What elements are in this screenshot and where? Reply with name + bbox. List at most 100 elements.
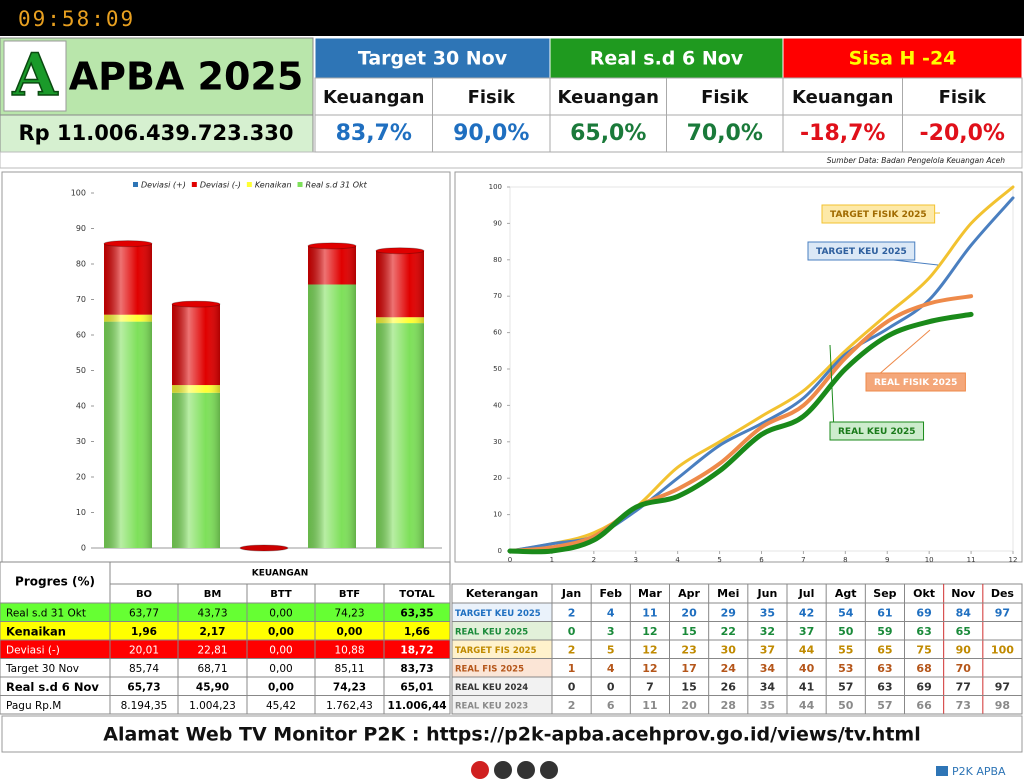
cell-value: 17 — [681, 662, 696, 675]
x-tick-label: 3 — [634, 556, 638, 564]
bar-shine — [376, 317, 424, 324]
column-header: Jan — [561, 587, 581, 600]
x-tick-label: 7 — [801, 556, 805, 564]
row-label: REAL KEU 2023 — [455, 701, 528, 711]
page-dot[interactable] — [517, 761, 535, 779]
cell-value: 35 — [760, 606, 775, 619]
y-tick-label: 50 — [493, 365, 502, 373]
y-tick-label: 60 — [493, 329, 502, 337]
column-header: Mei — [717, 587, 739, 600]
item-value: 65,0% — [570, 121, 646, 146]
cell-value: 1,96 — [131, 626, 157, 638]
cell-value: 66 — [916, 699, 932, 712]
logo-box — [3, 40, 67, 112]
cell-value: 0,00 — [268, 681, 294, 693]
cell-value: 18,72 — [400, 644, 433, 656]
x-tick-label: 0 — [508, 556, 512, 564]
column-header: Okt — [913, 587, 935, 600]
group-header — [549, 37, 784, 79]
y-tick-label: 10 — [493, 511, 502, 519]
bar-shine — [104, 243, 152, 315]
group-title: Real s.d 6 Nov — [590, 48, 744, 70]
legend-box — [807, 241, 916, 261]
row-label: Real s.d 31 Okt — [6, 607, 86, 619]
item-value-cell — [432, 114, 551, 153]
bar-cap — [239, 544, 289, 552]
group-header — [782, 37, 1023, 79]
column-header: BTF — [339, 589, 360, 600]
cell-value: 84 — [956, 606, 972, 619]
cell-value: 68 — [916, 662, 931, 675]
cell-value: 77 — [956, 680, 971, 693]
legend-box — [821, 204, 936, 224]
row-label: REAL KEU 2025 — [455, 627, 528, 637]
cell-value: 65 — [877, 643, 892, 656]
budget-amount: Rp 11.006.439.723.330 — [19, 121, 294, 145]
page-dot[interactable] — [471, 761, 489, 779]
cell-value: 45,90 — [196, 681, 229, 693]
cell-value: 1,66 — [404, 626, 430, 638]
cell-value: 28 — [721, 699, 736, 712]
cell-value: 12 — [642, 643, 657, 656]
page-dot[interactable] — [494, 761, 512, 779]
item-value-cell — [666, 114, 784, 153]
app-title: APBA 2025 — [69, 55, 304, 99]
column-header: BTT — [270, 589, 292, 600]
legend-label: TARGET FISIK 2025 — [830, 210, 927, 220]
cell-value: 0 — [568, 680, 576, 693]
y-tick-label: 50 — [76, 366, 86, 375]
y-tick-label: 0 — [498, 547, 502, 555]
item-label: Fisik — [468, 87, 516, 108]
bar-cap — [171, 300, 221, 308]
cell-value: 26 — [721, 680, 737, 693]
cell-value: 98 — [995, 699, 1010, 712]
cell-value: 45,42 — [266, 700, 296, 712]
bar-shine — [172, 385, 220, 393]
column-header: Feb — [600, 587, 623, 600]
x-tick-label: 5 — [717, 556, 721, 564]
x-tick-label: 11 — [967, 556, 976, 564]
bar-cap — [375, 247, 425, 255]
bar-shine — [308, 284, 356, 548]
cell-value: 57 — [877, 699, 892, 712]
item-label: Fisik — [939, 87, 987, 108]
item-value: 90,0% — [453, 121, 529, 146]
item-value: 83,7% — [336, 121, 412, 146]
cell-value: 2 — [568, 606, 576, 619]
cell-value: 12 — [642, 662, 657, 675]
legend-box — [865, 372, 966, 392]
page-dot[interactable] — [540, 761, 558, 779]
x-tick-label: 2 — [592, 556, 596, 564]
y-tick-label: 100 — [71, 189, 86, 198]
item-label: Keuangan — [558, 87, 659, 108]
item-value-cell — [314, 114, 433, 153]
cell-value: 97 — [995, 680, 1010, 693]
row-label: REAL FIS 2025 — [455, 664, 524, 674]
cell-value: 1 — [568, 662, 576, 675]
cell-value: 68,71 — [197, 663, 227, 675]
y-tick-label: 20 — [76, 473, 86, 482]
x-tick-label: 10 — [925, 556, 934, 564]
y-tick-label: 70 — [76, 295, 86, 304]
web-address: Alamat Web TV Monitor P2K : https://p2k-… — [103, 724, 920, 746]
cell-value: 73 — [956, 699, 971, 712]
cell-value: 11.006,44 — [387, 700, 446, 712]
legend-label: REAL FISIK 2025 — [874, 378, 957, 388]
cell-value: 2 — [568, 699, 576, 712]
callout-line — [829, 344, 835, 432]
cell-value: 1.004,23 — [189, 700, 236, 712]
cell-value: 85,11 — [334, 663, 364, 675]
bar-shine — [104, 314, 152, 322]
cell-value: 100 — [991, 643, 1014, 656]
item-value-cell — [782, 114, 903, 153]
cell-value: 42 — [799, 606, 814, 619]
row-bg — [0, 695, 451, 715]
cell-value: 4 — [607, 606, 615, 619]
item-value: -20,0% — [920, 121, 1005, 146]
x-tick-label: 12 — [1009, 556, 1018, 564]
cell-value: 90 — [956, 643, 972, 656]
bar-shine — [172, 304, 220, 386]
cell-value: 63 — [877, 662, 892, 675]
x-tick-label: 9 — [885, 556, 889, 564]
bar-shine — [376, 250, 424, 318]
